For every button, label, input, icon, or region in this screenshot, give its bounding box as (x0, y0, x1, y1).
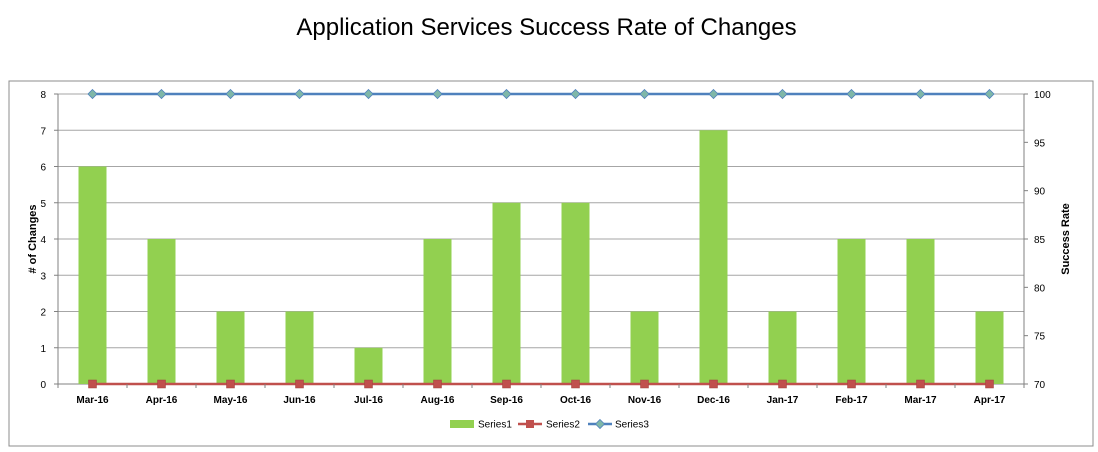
bar (561, 202, 590, 384)
legend: Series1 Series2 Series3 (450, 418, 649, 431)
bar (630, 311, 659, 384)
x-tick-label: May-16 (214, 395, 248, 406)
y2-tick-label: 85 (1034, 235, 1046, 246)
series3-marker (708, 88, 719, 100)
series2-marker (778, 379, 787, 389)
x-tick-label: Mar-17 (904, 395, 937, 406)
bar (423, 239, 452, 384)
x-tick-label: Sep-16 (490, 395, 523, 406)
x-tick-label: Apr-17 (974, 395, 1006, 406)
y2-tick-label: 70 (1034, 380, 1046, 391)
series2-marker (157, 379, 166, 389)
series2-marker (226, 379, 235, 389)
y-tick-label: 2 (40, 308, 46, 319)
x-tick-label: Jul-16 (354, 395, 383, 406)
series3-marker (501, 88, 512, 100)
series3-marker (639, 88, 650, 100)
legend-swatch-series1 (450, 420, 474, 428)
series3-marker (432, 88, 443, 100)
series3-marker (570, 88, 581, 100)
bar (837, 239, 866, 384)
chart-title: Application Services Success Rate of Cha… (296, 14, 797, 41)
bar (975, 311, 1004, 384)
series2-marker (295, 379, 304, 389)
y-tick-label: 5 (40, 199, 46, 210)
y2-tick-label: 95 (1034, 138, 1046, 149)
bar (492, 202, 521, 384)
bar (285, 311, 314, 384)
series2-marker (985, 379, 994, 389)
y2-tick-label: 100 (1034, 90, 1051, 101)
bar (906, 239, 935, 384)
legend-label-series3: Series3 (615, 420, 649, 431)
y-tick-label: 8 (40, 90, 46, 101)
x-tick-label: Dec-16 (697, 395, 730, 406)
x-tick-label: Nov-16 (628, 395, 662, 406)
x-tick-label: Oct-16 (560, 395, 592, 406)
series3-marker (156, 88, 167, 100)
y-tick-label: 3 (40, 271, 46, 282)
bar (216, 311, 245, 384)
series2-marker (88, 379, 97, 389)
series3-marker (915, 88, 926, 100)
series3-marker (846, 88, 857, 100)
y2-axis-title: Success Rate (1060, 203, 1072, 275)
bar (768, 311, 797, 384)
series3-marker (777, 88, 788, 100)
bars-series1 (78, 130, 1004, 384)
y2-tick-label: 80 (1034, 283, 1046, 294)
x-tick-label: Aug-16 (421, 395, 455, 406)
series3-marker (87, 88, 98, 100)
y-tick-label: 4 (40, 235, 46, 246)
y-tick-label: 6 (40, 163, 46, 174)
series2-marker (916, 379, 925, 389)
y-tick-label: 0 (40, 380, 46, 391)
y2-tick-label: 90 (1034, 187, 1046, 198)
x-tick-label: Feb-17 (835, 395, 868, 406)
series3-marker (984, 88, 995, 100)
x-tick-label: Jan-17 (767, 395, 799, 406)
series2-marker (847, 379, 856, 389)
bar (78, 166, 107, 384)
series2-marker (709, 379, 718, 389)
legend-label-series1: Series1 (478, 420, 512, 431)
x-axis-ticks: Mar-16 Apr-16 May-16 Jun-16 Jul-16 Aug-16 Sep-… (57, 384, 1025, 406)
legend-marker-series2 (526, 420, 534, 428)
y2-tick-label: 75 (1034, 332, 1046, 343)
y2-axis-ticks: 70 75 80 85 90 95 100 (1024, 90, 1051, 391)
x-tick-label: Mar-16 (76, 395, 109, 406)
legend-label-series2: Series2 (546, 420, 580, 431)
bar (147, 239, 176, 384)
series3-marker (294, 88, 305, 100)
y-tick-label: 7 (40, 126, 46, 137)
bar (354, 347, 383, 384)
legend-marker-series3 (594, 418, 606, 430)
series3-marker (363, 88, 374, 100)
x-tick-label: Apr-16 (146, 395, 178, 406)
y-axis-title: # of Changes (27, 204, 39, 273)
series2-marker (502, 379, 511, 389)
bar (699, 130, 728, 384)
series3-marker (225, 88, 236, 100)
y-axis-ticks: 0 1 2 3 4 5 6 7 8 (40, 90, 46, 391)
series2-marker (364, 379, 373, 389)
y-tick-label: 1 (40, 344, 46, 355)
series2-marker (571, 379, 580, 389)
series2-marker (640, 379, 649, 389)
x-tick-label: Jun-16 (283, 395, 316, 406)
series2-marker (433, 379, 442, 389)
